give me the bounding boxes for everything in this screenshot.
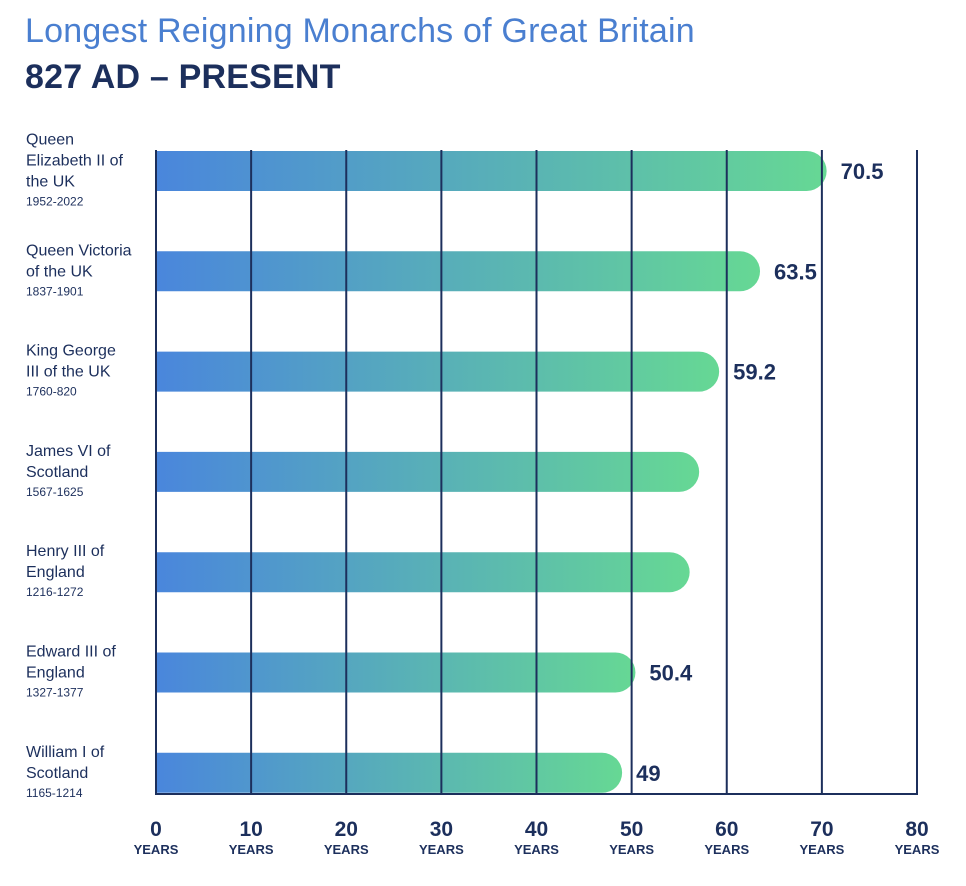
x-tick-unit-70: YEARS bbox=[799, 842, 844, 857]
x-tick-label-60: 60 bbox=[715, 818, 738, 841]
category-label-4-line-1: James VI of bbox=[26, 443, 111, 460]
category-years-7: 1165-1214 bbox=[26, 786, 83, 800]
category-label-5-line-2: England bbox=[26, 564, 85, 581]
chart-subtitle: 827 AD – PRESENT bbox=[25, 58, 341, 96]
category-label-7-line-1: William I of bbox=[26, 744, 105, 761]
x-tick-label-40: 40 bbox=[525, 818, 548, 841]
category-label-6-line-2: England bbox=[26, 665, 85, 682]
category-years-6: 1327-1377 bbox=[26, 686, 84, 700]
category-label-6-line-1: Edward III of bbox=[26, 644, 116, 661]
bar-7 bbox=[156, 752, 623, 793]
bar-4 bbox=[156, 451, 700, 492]
bar-6 bbox=[156, 652, 636, 693]
bar-5 bbox=[156, 552, 690, 593]
x-tick-unit-0: YEARS bbox=[134, 842, 179, 857]
category-years-3: 1760-820 bbox=[26, 385, 77, 399]
x-tick-label-10: 10 bbox=[239, 818, 262, 841]
x-tick-unit-80: YEARS bbox=[895, 842, 940, 857]
data-label-3: 59.2 bbox=[733, 360, 776, 385]
x-tick-unit-20: YEARS bbox=[324, 842, 369, 857]
x-tick-unit-30: YEARS bbox=[419, 842, 464, 857]
data-label-6: 50.4 bbox=[649, 661, 693, 686]
category-label-1-line-1: Queen bbox=[26, 132, 74, 149]
data-label-1: 70.5 bbox=[841, 159, 884, 184]
category-label-3-line-2: III of the UK bbox=[26, 364, 111, 381]
x-tick-label-30: 30 bbox=[430, 818, 453, 841]
category-label-4-line-2: Scotland bbox=[26, 464, 88, 481]
category-label-3-line-1: King George bbox=[26, 343, 116, 360]
x-tick-unit-50: YEARS bbox=[609, 842, 654, 857]
x-tick-label-0: 0 bbox=[150, 818, 162, 841]
category-label-1-line-2: Elizabeth II of bbox=[26, 153, 124, 170]
bar-3 bbox=[156, 351, 720, 392]
bar-2 bbox=[156, 251, 761, 292]
category-years-2: 1837-1901 bbox=[26, 284, 84, 298]
x-tick-label-80: 80 bbox=[905, 818, 928, 841]
chart-title: Longest Reigning Monarchs of Great Brita… bbox=[25, 12, 695, 50]
x-tick-unit-10: YEARS bbox=[229, 842, 274, 857]
data-label-7: 49 bbox=[636, 761, 660, 786]
category-label-2-line-1: Queen Victoria bbox=[26, 242, 132, 259]
category-years-1: 1952-2022 bbox=[26, 195, 84, 209]
category-years-5: 1216-1272 bbox=[26, 585, 84, 599]
category-label-5-line-1: Henry III of bbox=[26, 543, 105, 560]
x-tick-label-20: 20 bbox=[335, 818, 358, 841]
bar-1 bbox=[156, 151, 827, 191]
category-label-2-line-2: of the UK bbox=[26, 263, 93, 280]
x-tick-label-50: 50 bbox=[620, 818, 643, 841]
data-label-2: 63.5 bbox=[774, 259, 817, 284]
x-tick-unit-40: YEARS bbox=[514, 842, 559, 857]
x-tick-label-70: 70 bbox=[810, 818, 833, 841]
category-years-4: 1567-1625 bbox=[26, 485, 84, 499]
category-label-1-line-3: the UK bbox=[26, 174, 75, 191]
category-label-7-line-2: Scotland bbox=[26, 765, 88, 782]
x-tick-unit-60: YEARS bbox=[704, 842, 749, 857]
